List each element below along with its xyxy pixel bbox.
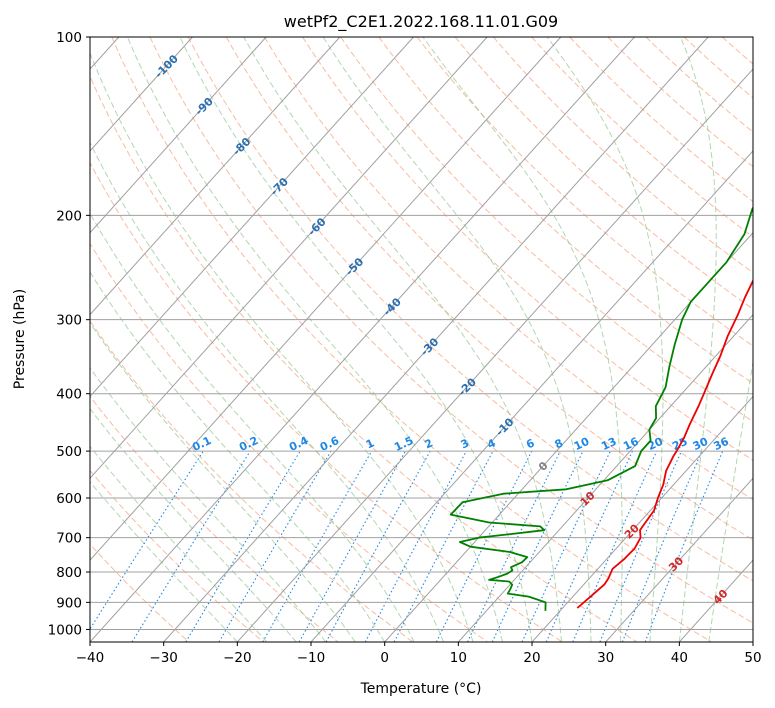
isotherm-line [163,37,709,642]
y-tick-label: 400 [56,387,82,403]
x-axis-ticks: −40 −30 −20 −10 0 10 20 30 40 50 [76,642,762,666]
isotherm-line [90,37,267,234]
mixing-ratio-line [621,450,703,642]
x-tick-label: −30 [149,650,178,666]
mixing-ratio-line [545,450,633,642]
moist-adiabat-line [678,37,717,642]
x-tick-label: 0 [380,650,389,666]
mixing-ratio-line [90,450,204,630]
isotherm-line [236,68,753,642]
isotherm-line [90,37,562,561]
mixing-ratio-label: 13 [599,435,618,453]
mixing-ratio-line [364,450,467,642]
y-axis-label: Pressure (hPa) [12,289,28,389]
mixing-ratio-line [572,450,658,642]
moist-adiabat-line [90,481,238,642]
temperature-line [576,278,753,609]
mixing-ratio-label: 16 [621,435,641,453]
y-tick-label: 900 [56,595,82,611]
dry-adiabat-line [416,37,753,347]
y-axis-ticks: 100 200 300 400 500 600 700 800 900 1000 [48,30,90,638]
mixing-ratio-label: 30 [691,435,711,453]
dewpoint-line [449,206,753,611]
isotherm-line [457,313,753,642]
dry-adiabat-line [90,161,563,642]
moist-adiabat-line [708,359,753,642]
x-tick-label: −40 [76,650,105,666]
isotherm-line [90,37,414,398]
y-tick-label: 600 [56,491,82,507]
isotherm-line [90,37,193,152]
y-tick-label: 200 [56,208,82,224]
moist-adiabat-line [90,141,445,642]
moist-adiabat-line [90,51,474,642]
dry-adiabat-line [90,395,339,642]
isotherm-line [90,37,341,316]
moist-adiabat-line [90,445,268,642]
pressure-gridlines [90,37,753,630]
mixing-ratio-label: 10 [572,435,592,453]
mixing-ratio-line [325,450,431,642]
dry-adiabat-line [149,37,753,624]
dry-adiabat-line [378,37,753,384]
mixing-ratio-line [435,450,533,642]
mixing-ratio-lines [90,450,724,642]
x-tick-label: −20 [223,650,252,666]
x-tick-label: 30 [597,650,614,666]
isotherm-line [531,395,753,642]
dry-adiabat-line [264,37,753,501]
isotherm-line [90,37,635,642]
moist-adiabat-line [243,37,562,642]
mixing-ratio-line [644,450,724,642]
isotherm-line [384,231,753,642]
y-tick-label: 100 [56,30,82,46]
isotherm-line [605,477,753,642]
x-tick-label: 20 [523,650,540,666]
mixing-ratio-line [599,450,682,642]
moist-adiabat-line [546,37,664,642]
mixing-ratio-label: 36 [712,435,732,453]
x-tick-label: −10 [297,650,326,666]
dry-adiabat-line [90,469,264,642]
plot-frame [89,36,754,643]
dry-adiabat-line [187,37,753,582]
moist-adiabat-line [90,367,327,642]
moist-adiabat-line [90,407,297,642]
isotherms [90,37,753,642]
moist-adiabat-line [179,37,533,642]
isotherm-line [90,37,488,480]
y-tick-label: 800 [56,565,82,581]
dry-adiabat-line [454,37,753,310]
dry-adiabat-line [569,37,753,203]
isotherm-line [310,150,753,642]
x-tick-label: 50 [744,650,761,666]
dry-adiabat-line [493,37,753,274]
dry-adiabat-line [607,37,753,168]
sounding-series [449,206,753,611]
x-tick-label: 40 [671,650,688,666]
moist-adiabat-line [90,271,386,642]
moist-adiabat-line [90,322,356,642]
mixing-ratio-line [298,450,406,642]
y-tick-label: 700 [56,531,82,547]
dry-adiabat-line [340,37,753,423]
y-tick-label: 1000 [48,622,82,638]
chart-title: wetPf2_C2E1.2022.168.11.01.G09 [284,12,558,32]
dry-adiabat-line [90,320,414,642]
moist-adiabat-line [422,37,623,642]
x-axis-label: Temperature (°C) [360,681,482,697]
y-tick-label: 300 [56,313,82,329]
dry-adiabat-line [225,37,753,541]
dry-adiabat-line [90,75,638,642]
dry-adiabat-line [90,242,488,642]
x-tick-label: 10 [450,650,467,666]
moist-adiabat-line [126,37,503,642]
dry-adiabat-line [111,37,712,642]
y-tick-label: 500 [56,444,82,460]
